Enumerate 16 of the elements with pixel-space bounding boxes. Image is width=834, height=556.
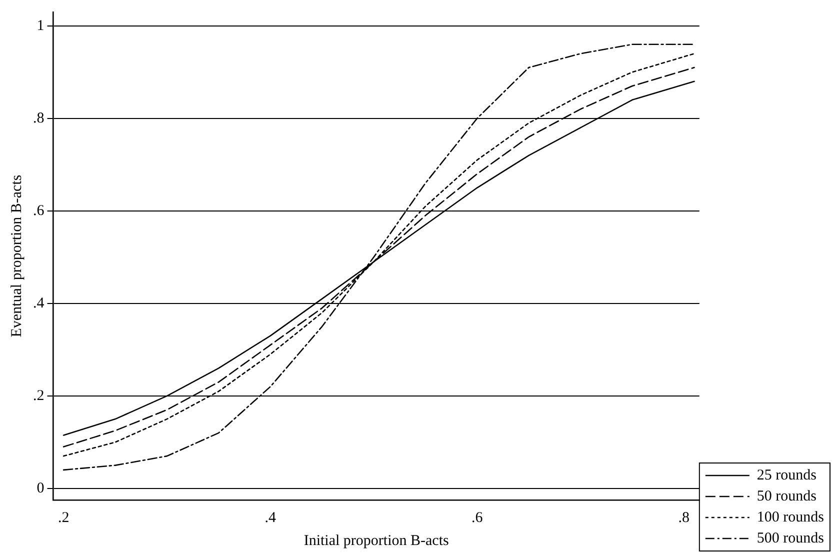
y-axis-title: Eventual proportion B-acts	[8, 174, 25, 338]
y-tick-label: .2	[33, 388, 44, 404]
y-tick-label: 1	[36, 18, 44, 34]
x-tick-label: .4	[264, 510, 276, 526]
y-tick-label: .6	[33, 202, 45, 219]
legend-label: 100 rounds	[756, 509, 824, 526]
x-tick-label: .2	[58, 510, 70, 526]
y-tick-label: .4	[33, 295, 45, 312]
x-tick-label: .6	[472, 510, 484, 526]
y-tick-label: 0	[36, 480, 44, 496]
y-tick-label: .8	[33, 110, 44, 126]
legend-label: 50 rounds	[756, 488, 817, 504]
x-tick-label: .8	[678, 510, 690, 526]
x-axis-title: Initial proportion B-acts	[304, 532, 449, 549]
legend-label: 500 rounds	[756, 530, 824, 546]
legend-label: 25 rounds	[756, 467, 817, 484]
